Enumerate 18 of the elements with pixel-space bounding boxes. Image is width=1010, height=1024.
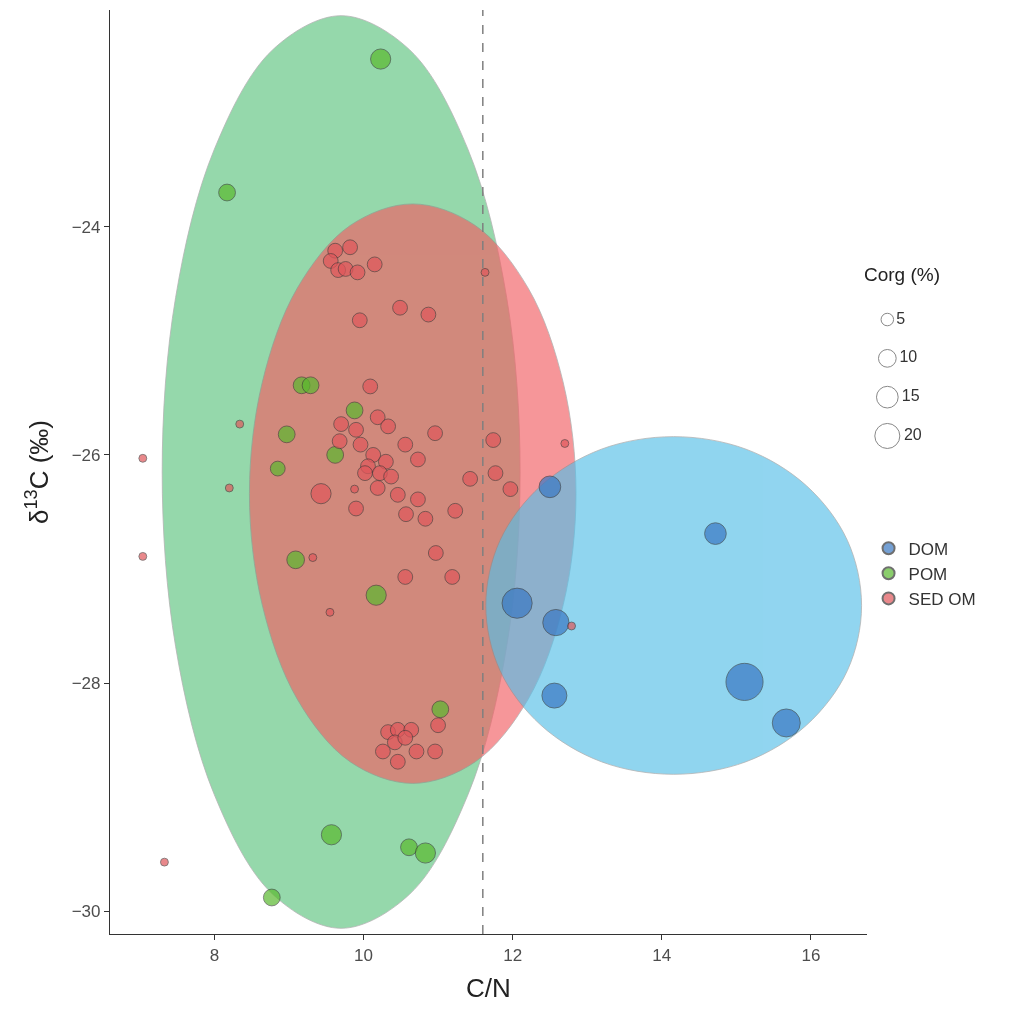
x-tick-label: 10 xyxy=(354,945,373,965)
x-tick-label: 8 xyxy=(209,945,220,965)
legend-label: POM xyxy=(908,564,948,584)
y-tick-label: −26 xyxy=(71,445,101,465)
legend-label: 20 xyxy=(903,425,922,443)
legend-title: Corg (%) xyxy=(864,264,941,285)
legend-label: DOM xyxy=(908,539,949,559)
y-tick-label: −30 xyxy=(71,902,101,922)
y-tick-label: −28 xyxy=(71,673,101,693)
x-tick-label: 16 xyxy=(801,945,821,965)
x-tick-label: 12 xyxy=(503,945,523,965)
legend-label: 10 xyxy=(899,348,918,366)
x-axis-title: C/N xyxy=(466,973,511,1004)
x-tick-label: 14 xyxy=(652,945,672,965)
legend-label: 5 xyxy=(896,309,906,327)
y-tick-label: −24 xyxy=(71,217,101,237)
legend-label: 15 xyxy=(901,387,920,405)
legend-label: SED OM xyxy=(908,590,976,610)
